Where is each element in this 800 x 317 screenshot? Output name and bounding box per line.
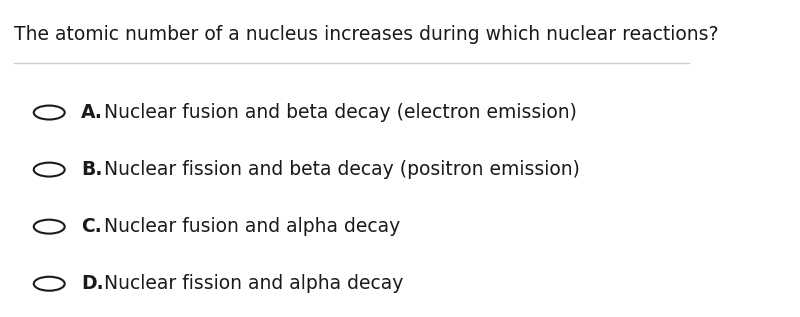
Text: Nuclear fusion and beta decay (electron emission): Nuclear fusion and beta decay (electron …: [104, 103, 577, 122]
Text: C.: C.: [81, 217, 102, 236]
Text: Nuclear fission and beta decay (positron emission): Nuclear fission and beta decay (positron…: [104, 160, 580, 179]
Text: Nuclear fusion and alpha decay: Nuclear fusion and alpha decay: [104, 217, 400, 236]
Text: Nuclear fission and alpha decay: Nuclear fission and alpha decay: [104, 274, 403, 293]
Text: A.: A.: [81, 103, 102, 122]
Text: B.: B.: [81, 160, 102, 179]
Text: The atomic number of a nucleus increases during which nuclear reactions?: The atomic number of a nucleus increases…: [14, 25, 718, 44]
Text: D.: D.: [81, 274, 103, 293]
